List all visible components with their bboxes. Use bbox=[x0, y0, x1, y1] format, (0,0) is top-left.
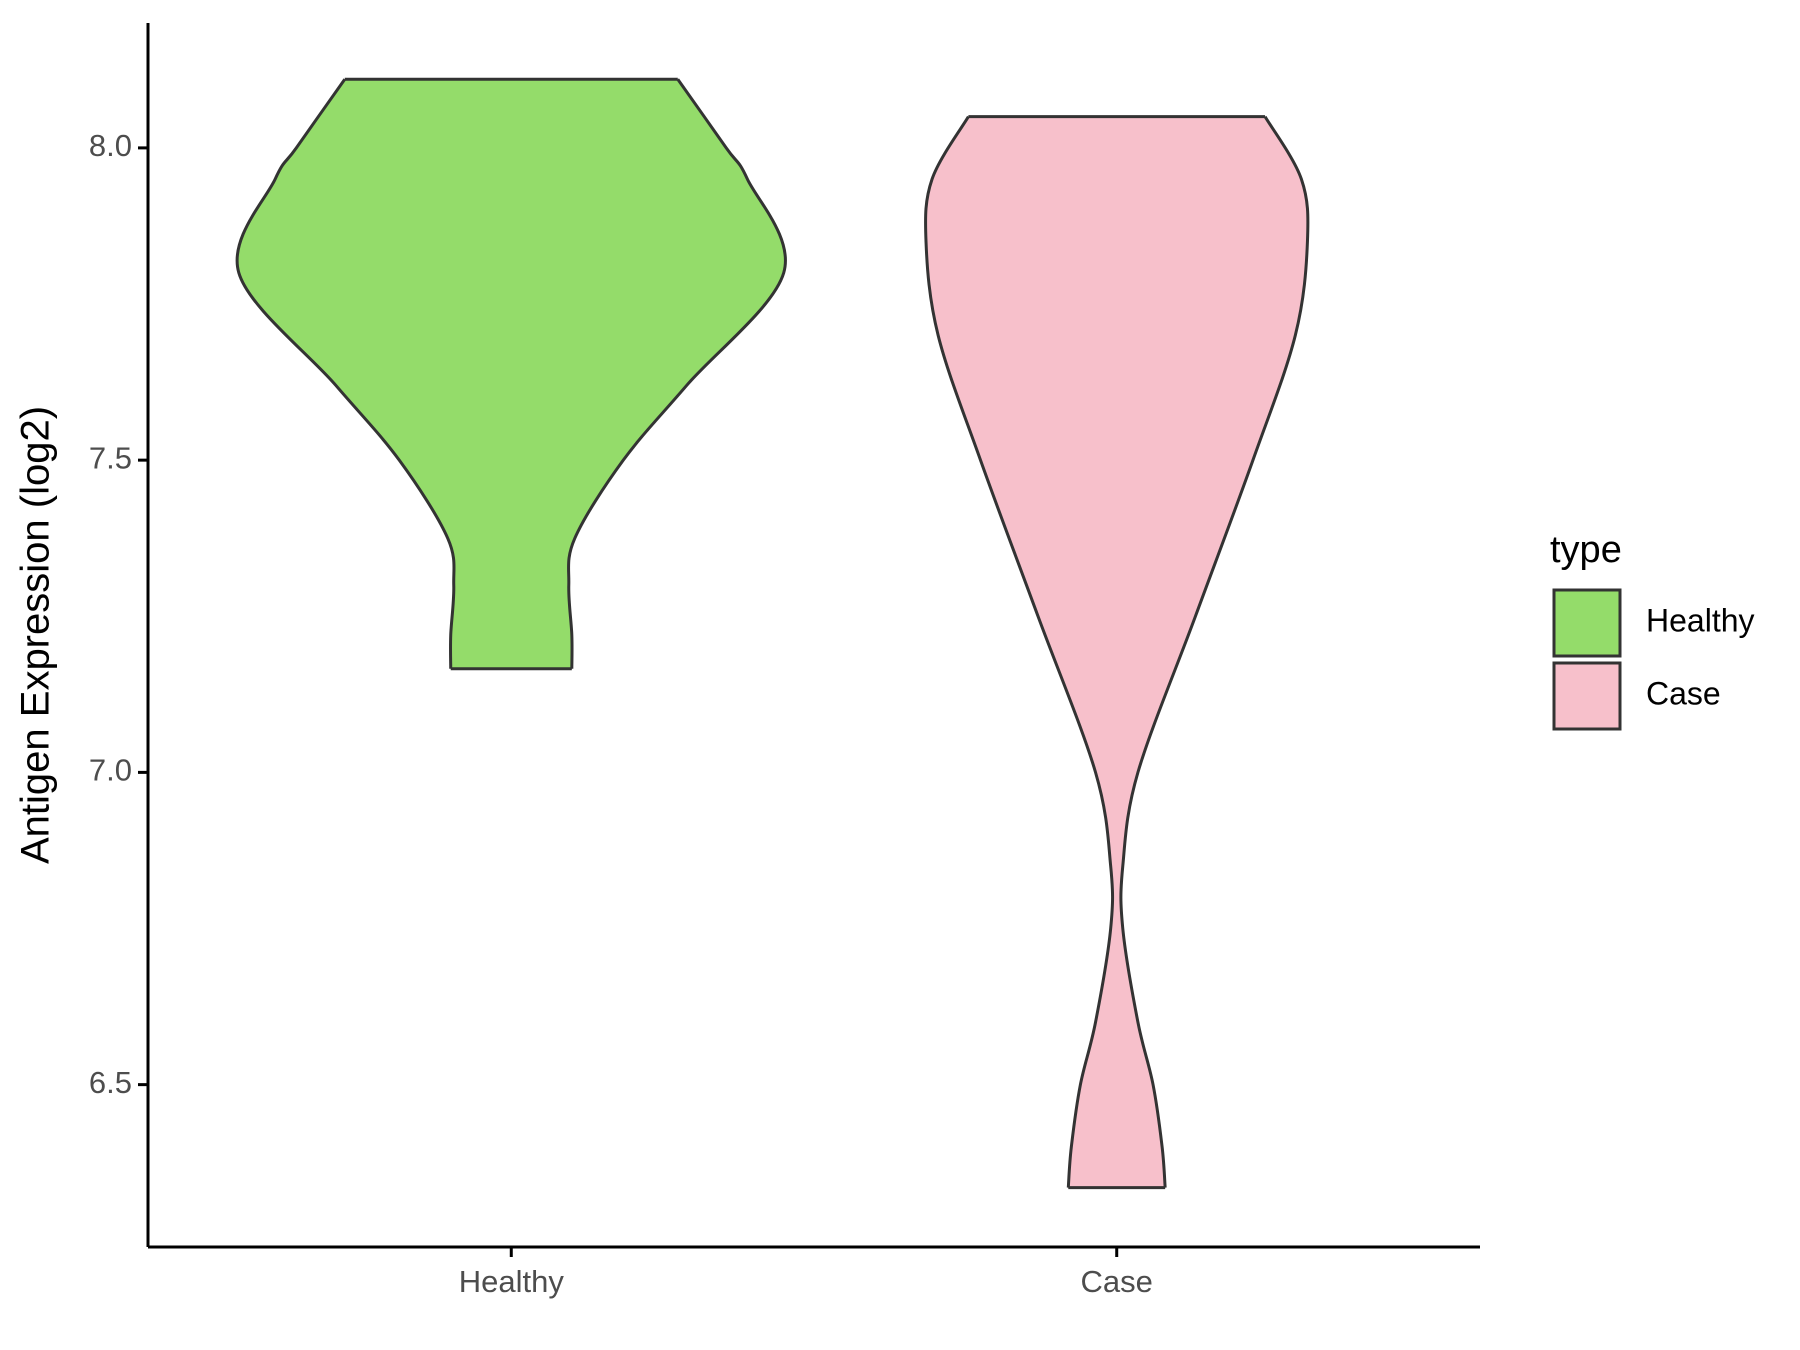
violin-outline-left bbox=[235, 78, 456, 669]
legend-label: Healthy bbox=[1646, 602, 1755, 638]
legend-title: type bbox=[1550, 529, 1622, 571]
violin-body bbox=[237, 79, 786, 669]
legend-key bbox=[1552, 661, 1622, 731]
x-tick-label: Case bbox=[1081, 1264, 1153, 1299]
violin-outline-right bbox=[567, 78, 787, 669]
y-axis-label: Antigen Expression (log2) bbox=[14, 406, 58, 864]
y-tick-label: 6.5 bbox=[89, 1065, 132, 1100]
legend-key bbox=[1552, 588, 1622, 658]
legend-label: Case bbox=[1646, 675, 1721, 711]
x-tick-label: Healthy bbox=[459, 1264, 565, 1299]
y-tick-label: 8.0 bbox=[89, 128, 132, 163]
violin-outline-left bbox=[924, 115, 1115, 1188]
violin-body bbox=[925, 116, 1308, 1188]
y-tick-label: 7.5 bbox=[89, 440, 132, 475]
violin-outline-right bbox=[1119, 115, 1310, 1188]
y-tick-label: 7.0 bbox=[89, 753, 132, 788]
